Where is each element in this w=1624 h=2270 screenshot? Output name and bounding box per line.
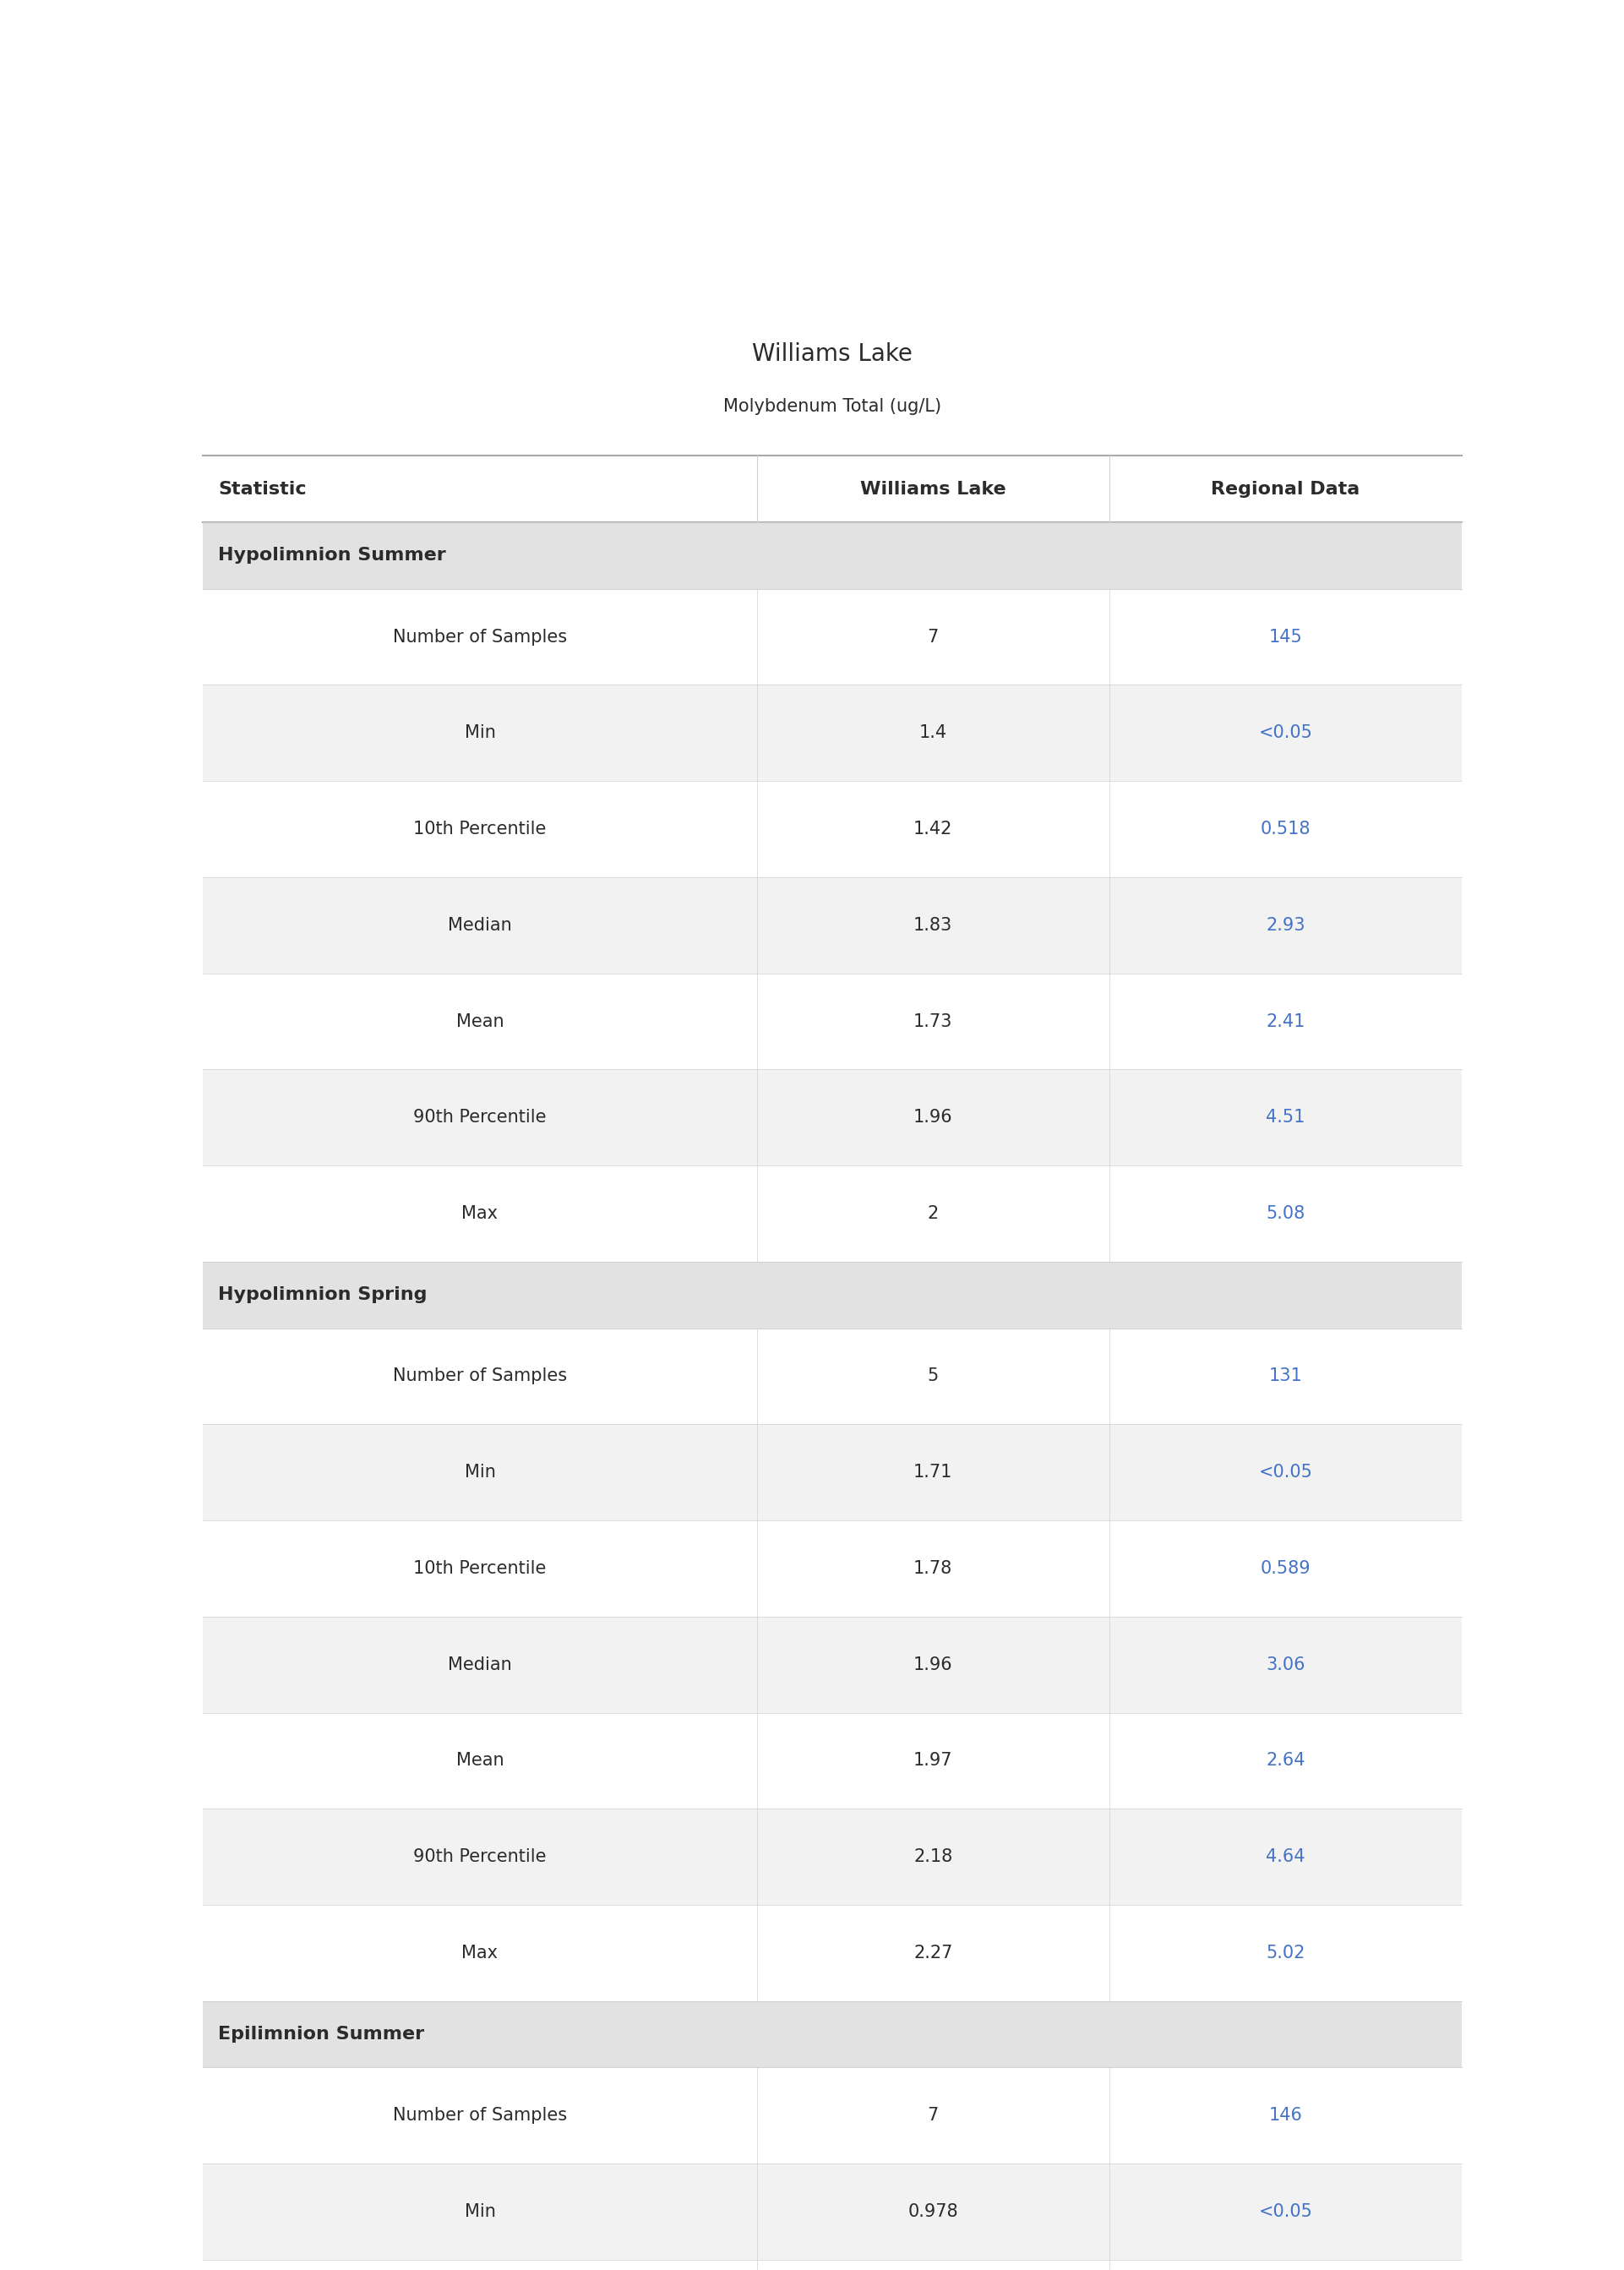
Text: 146: 146 [1268,2107,1302,2125]
Bar [203,456,1462,522]
Text: 7: 7 [927,629,939,645]
Bar [203,1423,1462,1521]
Text: 1.71: 1.71 [913,1464,953,1480]
Bar [203,1809,1462,1905]
Bar [203,2259,1462,2270]
Bar [203,1262,1462,1328]
Text: 0.589: 0.589 [1260,1559,1311,1578]
Text: 2.27: 2.27 [913,1945,953,1961]
Text: Number of Samples: Number of Samples [393,629,567,645]
Text: Statistic: Statistic [218,481,307,497]
Bar [203,781,1462,876]
Text: <0.05: <0.05 [1259,1464,1312,1480]
Bar [203,2002,1462,2068]
Bar [203,1521,1462,1616]
Text: 2.41: 2.41 [1265,1012,1306,1031]
Text: 1.78: 1.78 [913,1559,953,1578]
Text: 4.64: 4.64 [1265,1848,1306,1866]
Text: Number of Samples: Number of Samples [393,1369,567,1385]
Text: 2.64: 2.64 [1265,1752,1306,1768]
Text: 90th Percentile: 90th Percentile [414,1110,546,1126]
Bar [203,686,1462,781]
Bar [203,1712,1462,1809]
Text: Molybdenum Total (ug/L): Molybdenum Total (ug/L) [723,397,942,415]
Text: <0.05: <0.05 [1259,2204,1312,2220]
Bar [203,522,1462,588]
Text: Williams Lake: Williams Lake [861,481,1005,497]
Text: 1.97: 1.97 [913,1752,953,1768]
Text: 0.518: 0.518 [1260,822,1311,838]
Text: 1.42: 1.42 [913,822,953,838]
Bar [203,876,1462,974]
Text: Hypolimnion Summer: Hypolimnion Summer [218,547,447,563]
Text: 2: 2 [927,1205,939,1221]
Text: 10th Percentile: 10th Percentile [414,1559,546,1578]
Text: 1.4: 1.4 [919,724,947,742]
Text: 1.73: 1.73 [913,1012,953,1031]
Text: Max: Max [461,1945,499,1961]
Bar [203,1905,1462,2002]
Text: Williams Lake: Williams Lake [752,343,913,365]
Text: 145: 145 [1268,629,1302,645]
Text: Min: Min [464,724,495,742]
Text: 4.51: 4.51 [1265,1110,1306,1126]
Bar [203,2068,1462,2163]
Bar [203,1328,1462,1423]
Text: 90th Percentile: 90th Percentile [414,1848,546,1866]
Text: Min: Min [464,2204,495,2220]
Text: 5: 5 [927,1369,939,1385]
Text: 5.08: 5.08 [1265,1205,1306,1221]
Text: 5.02: 5.02 [1265,1945,1306,1961]
Text: 2.18: 2.18 [913,1848,953,1866]
Text: 1.96: 1.96 [913,1110,953,1126]
Text: 2.93: 2.93 [1265,917,1306,933]
Text: Regional Data: Regional Data [1212,481,1359,497]
Bar [203,1616,1462,1712]
Bar [203,974,1462,1069]
Text: Min: Min [464,1464,495,1480]
Text: Mean: Mean [456,1752,503,1768]
Text: 3.06: 3.06 [1265,1657,1306,1673]
Text: Number of Samples: Number of Samples [393,2107,567,2125]
Bar [203,1069,1462,1165]
Text: 10th Percentile: 10th Percentile [414,822,546,838]
Text: Max: Max [461,1205,499,1221]
Text: 1.83: 1.83 [913,917,953,933]
Bar [203,1165,1462,1262]
Text: 7: 7 [927,2107,939,2125]
Text: 1.96: 1.96 [913,1657,953,1673]
Text: 131: 131 [1268,1369,1302,1385]
Text: Hypolimnion Spring: Hypolimnion Spring [218,1287,427,1303]
Text: Epilimnion Summer: Epilimnion Summer [218,2025,424,2043]
Bar [203,2163,1462,2259]
Text: 0.978: 0.978 [908,2204,958,2220]
Bar [203,588,1462,686]
Text: <0.05: <0.05 [1259,724,1312,742]
Text: Mean: Mean [456,1012,503,1031]
Text: Median: Median [448,1657,512,1673]
Text: Median: Median [448,917,512,933]
